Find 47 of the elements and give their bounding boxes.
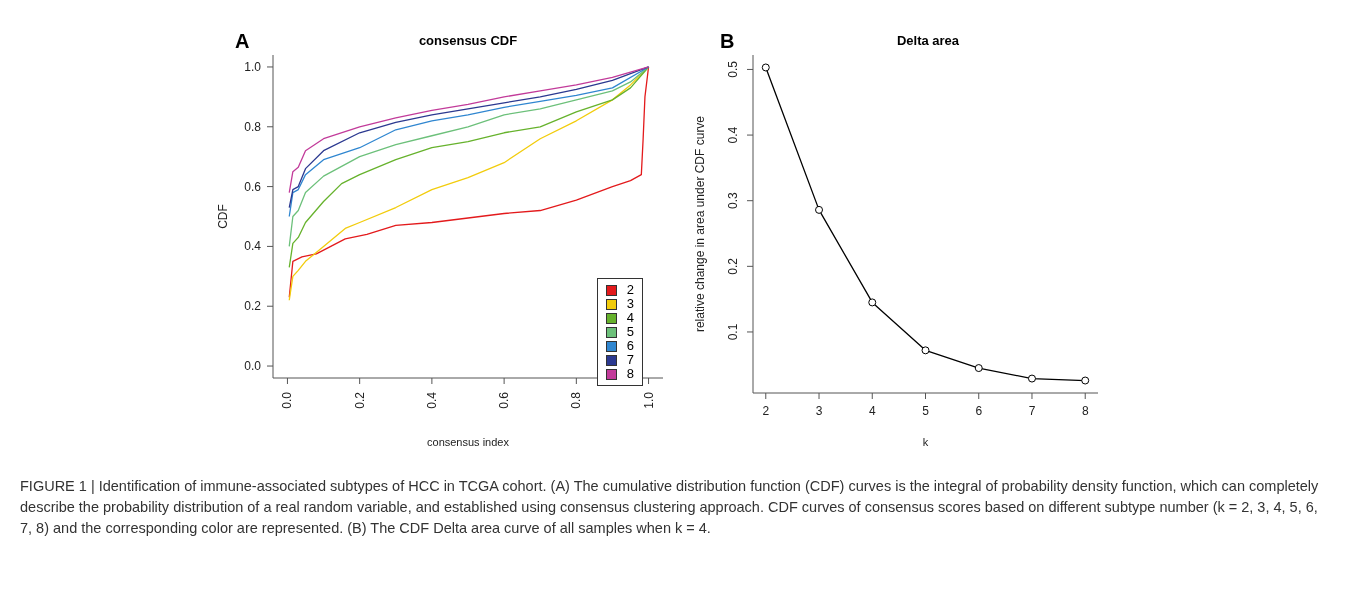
x-tick-label: 0.6	[497, 391, 512, 409]
x-tick-label: 4	[868, 404, 876, 418]
legend-label: 4	[626, 310, 634, 325]
y-axis-title: relative change in area under CDF curve	[693, 115, 708, 333]
y-tick-label: 0.8	[244, 119, 262, 134]
x-tick-label: 3	[815, 404, 823, 418]
x-tick-label: 0.2	[352, 391, 367, 409]
legend-label: 6	[626, 338, 634, 353]
chart-title: Delta area	[896, 33, 960, 48]
x-tick-label: 8	[1081, 404, 1089, 418]
y-tick-label: 0.1	[726, 323, 740, 341]
point	[921, 346, 930, 355]
caption: FIGURE 1 | Identification of immune-associated subtypes of HCC in TCGA cohort. (A) The cumulative distribution function (CDF) curves is the integral of probability density function, which can completely describe the probability distribution of a real random variable, and established using consensus clustering approach. CDF curves of consensus scores based on different subtype number (k = 2, 3, 4, 5, 6, 7, 8) and the corresponding color are represented. (B) The CDF Delta area curve of all samples when k = 4.	[20, 477, 1320, 538]
x-tick-label: 7	[1028, 404, 1036, 418]
point	[815, 205, 824, 214]
y-tick-label: 1.0	[244, 59, 262, 74]
y-tick-label: 0.4	[726, 126, 740, 144]
point	[1081, 376, 1090, 385]
chart-title: consensus CDF	[418, 33, 518, 48]
x-tick-label: 0.8	[569, 391, 584, 409]
x-tick-label: 0.0	[280, 391, 295, 409]
y-tick-label: 0.5	[726, 60, 740, 78]
x-tick-label: 6	[975, 404, 983, 418]
y-tick-label: 0.2	[244, 299, 262, 314]
text: B	[720, 30, 735, 53]
point	[761, 63, 770, 72]
x-axis-title: k	[922, 436, 929, 448]
legend-label: 3	[626, 296, 634, 311]
x-tick-label: 2	[762, 404, 770, 418]
point	[1027, 374, 1036, 383]
x-tick-label: 1.0	[641, 391, 656, 409]
point	[974, 364, 983, 373]
y-tick-label: 0.2	[726, 257, 740, 275]
y-tick-label: 0.6	[244, 179, 262, 194]
point	[868, 298, 877, 307]
y-tick-label: 0.0	[244, 359, 262, 374]
x-tick-label: 5	[922, 404, 930, 418]
legend-label: 7	[626, 352, 634, 367]
y-tick-label: 0.4	[244, 239, 262, 254]
y-tick-label: 0.3	[726, 192, 740, 210]
text: A	[235, 30, 250, 53]
y-axis-title: CDF	[216, 204, 231, 229]
x-tick-label: 0.4	[424, 391, 439, 409]
legend-label: 5	[626, 324, 634, 339]
x-axis-title: consensus index	[427, 436, 510, 448]
legend-label: 2	[626, 282, 634, 297]
legend-label: 8	[626, 366, 634, 381]
